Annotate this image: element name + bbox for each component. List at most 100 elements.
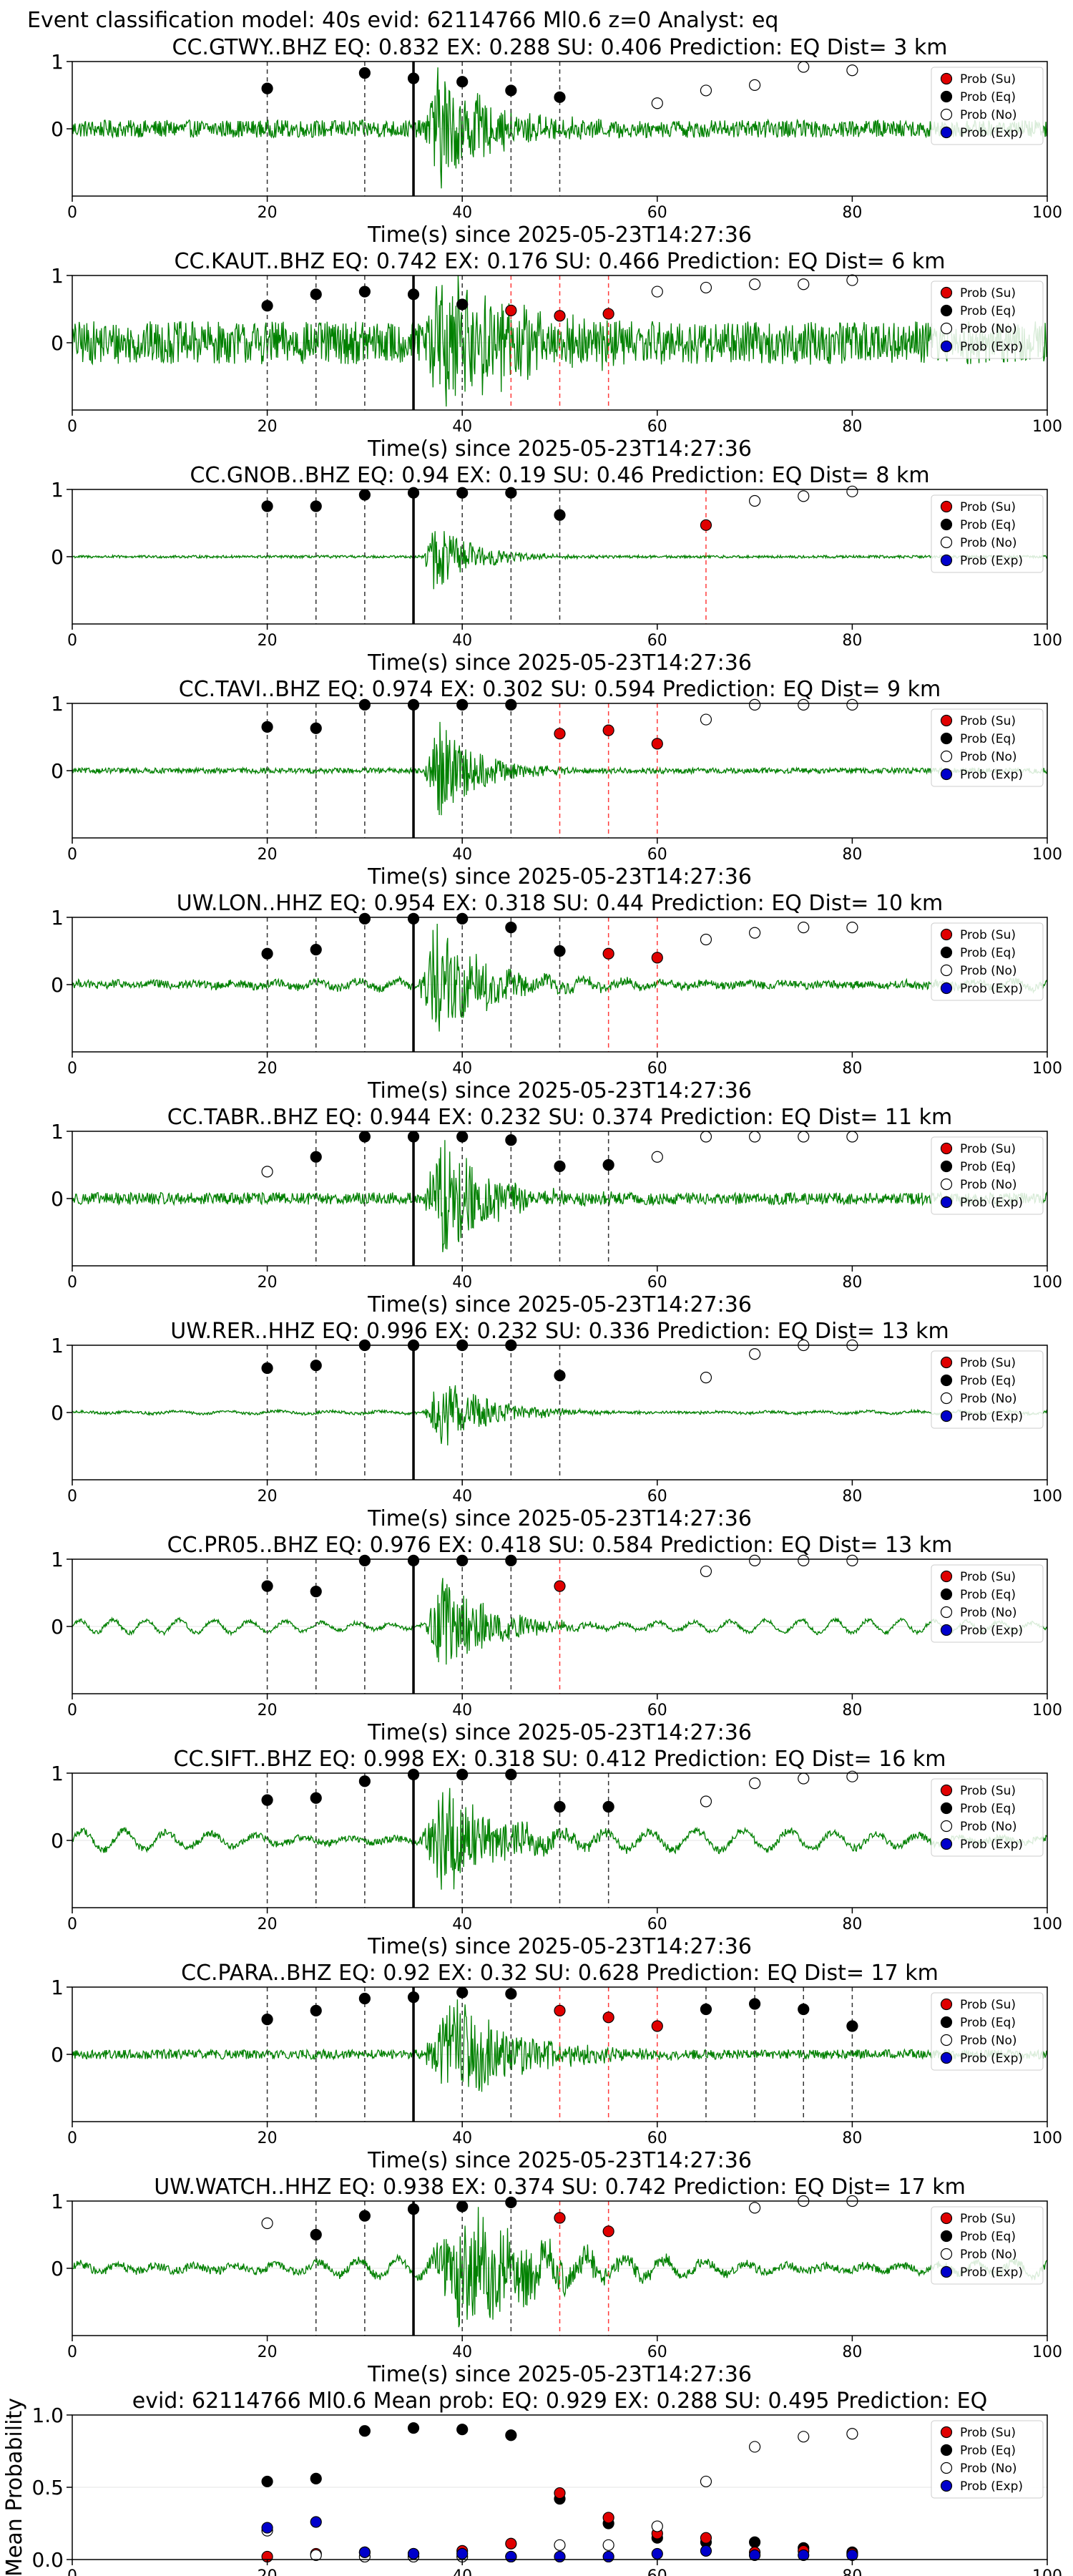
prob-point — [261, 2014, 273, 2026]
legend-marker — [940, 322, 953, 335]
legend-marker — [940, 2479, 953, 2492]
prob-point — [846, 2428, 858, 2440]
legend-marker — [940, 2265, 953, 2278]
prob-point — [505, 1768, 517, 1780]
prob-point — [358, 2425, 371, 2437]
prob-point — [700, 281, 712, 294]
prob-point — [554, 1160, 566, 1172]
y-tick-label: 1 — [51, 692, 64, 716]
prob-point — [651, 2547, 663, 2560]
x-tick-label: 0 — [67, 1702, 77, 1719]
legend-marker — [940, 2034, 953, 2046]
waveform-trace — [72, 1140, 1047, 1252]
prob-point — [700, 1372, 712, 1384]
prob-point — [602, 1800, 614, 1813]
prob-point — [310, 722, 322, 734]
legend-box — [931, 1778, 1044, 1857]
x-axis-label: Time(s) since 2025-05-23T14:27:36 — [367, 1934, 752, 1959]
legend-box — [931, 708, 1044, 787]
prob-point — [748, 278, 761, 291]
prob-point — [700, 2003, 712, 2016]
legend-label: Prob (Exp) — [960, 1838, 1023, 1852]
legend: Prob (Su) Prob (Eq) Prob (No) Prob (Exp) — [931, 280, 1044, 359]
prob-point — [748, 698, 761, 711]
y-tick-label: 1 — [51, 1976, 64, 1999]
x-tick-label: 80 — [842, 418, 862, 436]
x-tick-label: 0 — [67, 1916, 77, 1933]
prob-point — [310, 1586, 322, 1598]
legend-label: Prob (Exp) — [960, 2051, 1023, 2066]
prob-point — [846, 1770, 858, 1782]
x-axis-label: Time(s) since 2025-05-23T14:27:36 — [367, 223, 752, 248]
x-tick-label: 80 — [842, 846, 862, 864]
legend: Prob (Su) Prob (Eq) Prob (No) Prob (Exp) — [931, 1350, 1044, 1429]
legend-marker — [940, 72, 953, 85]
figure-title: Event classification model: 40s evid: 62… — [27, 8, 778, 33]
prob-point — [798, 2431, 810, 2443]
x-tick-label: 40 — [452, 1916, 472, 1933]
prob-point — [846, 921, 858, 934]
y-tick-label: 0 — [51, 1401, 64, 1425]
x-tick-label: 20 — [258, 2343, 278, 2361]
x-tick-label: 0 — [67, 204, 77, 222]
prob-point — [407, 1991, 420, 2004]
prob-point — [846, 1554, 858, 1566]
panels: CC.GTWY..BHZ EQ: 0.832 EX: 0.288 SU: 0.4… — [2, 35, 1062, 2576]
x-tick-label: 60 — [647, 2343, 667, 2361]
x-tick-label: 60 — [647, 632, 667, 650]
panel-title: CC.GTWY..BHZ EQ: 0.832 EX: 0.288 SU: 0.4… — [172, 35, 948, 60]
legend: Prob (Su) Prob (Eq) Prob (No) Prob (Exp) — [931, 1778, 1044, 1857]
x-tick-label: 40 — [452, 2129, 472, 2147]
legend: Prob (Su) Prob (Eq) Prob (No) Prob (Exp) — [931, 922, 1044, 1001]
legend-label: Prob (Su) — [960, 2212, 1016, 2226]
x-tick-label: 60 — [647, 1916, 667, 1933]
prob-point — [554, 310, 566, 322]
prob-point — [310, 1151, 322, 1163]
legend-box — [931, 922, 1044, 1001]
prob-point — [505, 2550, 517, 2563]
y-tick-label: 0 — [51, 331, 64, 355]
legend: Prob (Su) Prob (Eq) Prob (No) Prob (Exp) — [931, 2206, 1044, 2285]
prob-point — [602, 947, 614, 960]
legend-label: Prob (Exp) — [960, 1196, 1023, 1210]
prob-point — [554, 1580, 566, 1592]
prob-point — [456, 2547, 469, 2560]
prob-point — [700, 2545, 712, 2557]
prob-point — [602, 724, 614, 736]
x-tick-label: 60 — [647, 2129, 667, 2147]
legend-marker — [940, 2444, 953, 2457]
prob-point — [456, 76, 469, 88]
prob-point — [310, 2516, 322, 2528]
x-tick-label: 60 — [647, 418, 667, 436]
y-tick-label: 1.0 — [31, 2404, 64, 2427]
prob-point — [310, 2228, 322, 2241]
x-tick-label: 100 — [1032, 1274, 1062, 1292]
prob-point — [261, 2475, 273, 2488]
x-tick-label: 0 — [67, 1488, 77, 1506]
x-tick-label: 80 — [842, 632, 862, 650]
prob-point — [700, 1131, 712, 1143]
prob-point — [358, 2546, 371, 2558]
x-tick-label: 60 — [647, 1274, 667, 1292]
y-tick-label: 0 — [51, 759, 64, 783]
legend-marker — [940, 714, 953, 727]
prob-point — [456, 2200, 469, 2212]
legend: Prob (Su) Prob (Eq) Prob (No) Prob (Exp) — [931, 1564, 1044, 1643]
prob-point — [505, 84, 517, 97]
y-tick-label: 0.5 — [31, 2476, 64, 2499]
prob-point — [407, 72, 420, 84]
legend-marker — [940, 2230, 953, 2243]
legend-label: Prob (Exp) — [960, 2265, 1023, 2280]
prob-point — [700, 933, 712, 946]
x-axis-label: Time(s) since 2025-05-23T14:27:36 — [367, 650, 752, 675]
legend-label: Prob (Su) — [960, 500, 1016, 514]
legend-label: Prob (Exp) — [960, 1624, 1023, 1638]
prob-point — [798, 1554, 810, 1566]
prob-point — [602, 2512, 614, 2524]
prob-point — [700, 1565, 712, 1578]
legend-marker — [940, 554, 953, 567]
legend-marker — [940, 126, 953, 139]
legend-label: Prob (Eq) — [960, 1160, 1016, 1174]
x-tick-label: 20 — [258, 418, 278, 436]
legend-label: Prob (Su) — [960, 72, 1016, 87]
